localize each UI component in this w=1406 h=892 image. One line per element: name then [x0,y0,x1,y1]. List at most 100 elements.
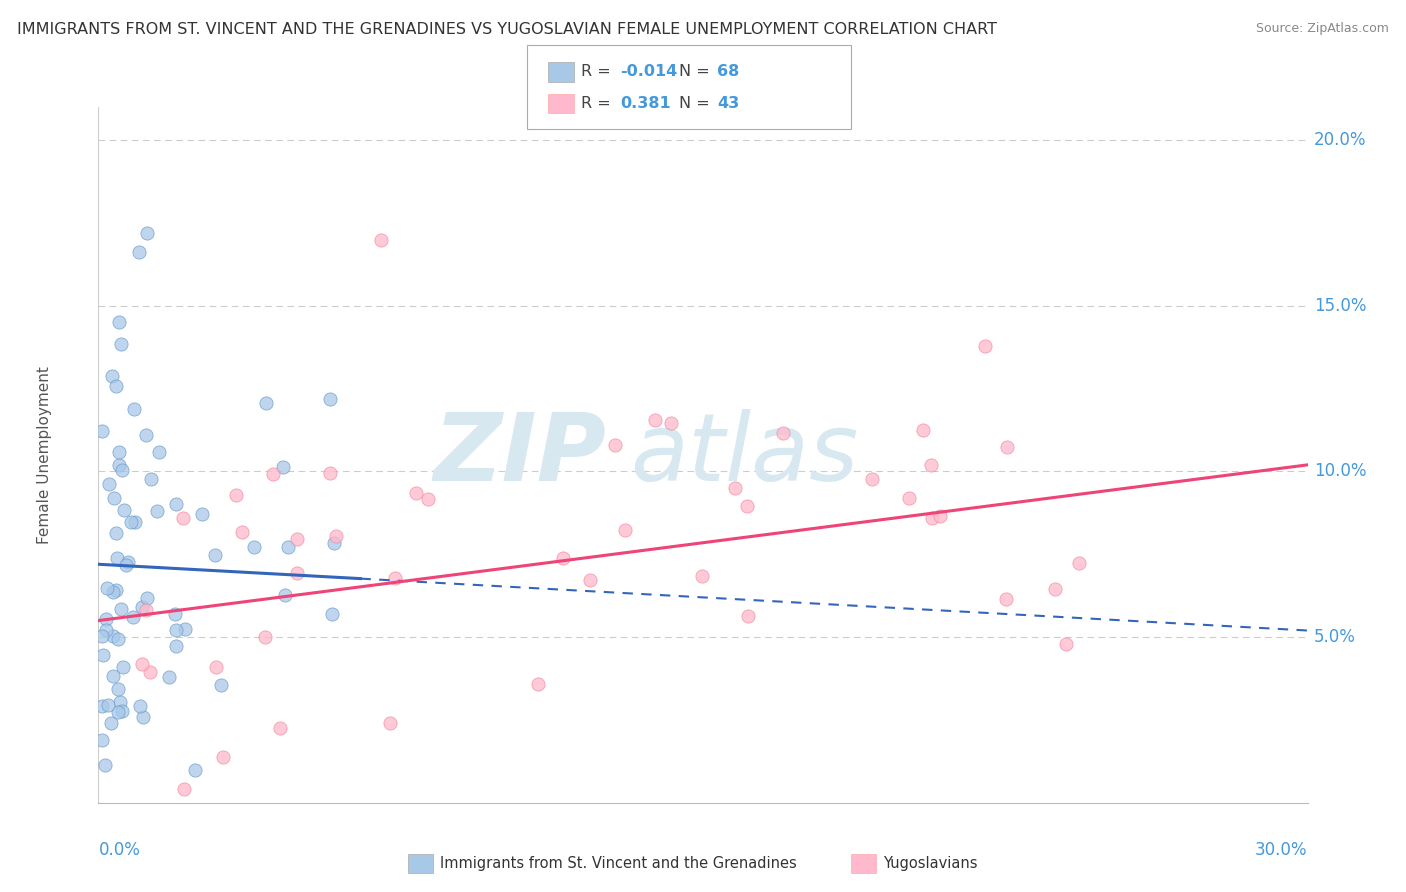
Point [111,463,134,477]
Point [921,510,943,524]
Point [91,698,114,713]
Point [157,670,180,684]
Point [139,472,162,486]
Point [920,458,942,472]
Point [995,440,1018,454]
Point [184,763,207,777]
Point [132,710,155,724]
Text: 15.0%: 15.0% [1313,297,1367,315]
Text: Source: ZipAtlas.com: Source: ZipAtlas.com [1256,22,1389,36]
Point [91,732,114,747]
Point [735,500,758,514]
Point [165,623,187,637]
Point [690,568,713,582]
Point [103,629,125,643]
Point [105,551,128,566]
Text: -0.014: -0.014 [620,64,678,79]
Point [131,657,153,671]
Point [128,699,150,714]
Point [103,491,125,506]
Point [112,660,135,674]
Point [108,458,131,472]
Point [212,750,235,764]
Point [107,445,129,459]
Text: N =: N = [679,64,716,79]
Point [322,535,344,549]
Point [190,507,212,521]
Point [135,603,157,617]
Point [613,524,636,538]
Text: R =: R = [581,96,616,112]
Point [165,497,187,511]
Point [108,695,131,709]
Point [136,591,159,605]
Point [96,581,118,595]
Point [204,548,226,562]
Point [107,705,129,719]
Point [105,526,128,541]
Point [527,677,550,691]
Point [277,540,299,554]
Point [929,508,952,523]
Point [1043,582,1066,596]
Point [100,716,122,731]
Text: Female Unemployment: Female Unemployment [37,366,52,544]
Point [107,681,129,696]
Point [111,704,134,718]
Point [107,632,129,646]
Text: ZIP: ZIP [433,409,606,501]
Point [231,524,253,539]
Point [285,566,308,580]
Point [285,533,308,547]
Point [211,678,233,692]
Point [1054,637,1077,651]
Point [384,571,406,585]
Point [163,607,186,622]
Point [254,396,277,410]
Text: 43: 43 [717,96,740,112]
Point [117,555,139,569]
Point [772,426,794,441]
Point [112,503,135,517]
Point [321,607,343,622]
Point [148,445,170,459]
Point [110,337,132,351]
Point [94,624,117,638]
Point [97,698,120,713]
Point [724,481,747,495]
Point [551,550,574,565]
Point [579,573,602,587]
Text: 10.0%: 10.0% [1313,462,1367,481]
Text: 5.0%: 5.0% [1313,628,1355,646]
Text: atlas: atlas [630,409,859,500]
Text: 20.0%: 20.0% [1313,131,1367,149]
Text: Immigrants from St. Vincent and the Grenadines: Immigrants from St. Vincent and the Gren… [440,856,797,871]
Text: 0.381: 0.381 [620,96,671,112]
Point [205,660,228,674]
Point [146,504,169,518]
Point [262,467,284,482]
Point [995,592,1018,607]
Point [131,600,153,615]
Point [319,466,342,480]
Text: 30.0%: 30.0% [1256,841,1308,859]
Point [974,338,997,352]
Point [98,477,121,491]
Point [243,541,266,555]
Point [110,602,132,616]
Point [659,416,682,430]
Point [253,630,276,644]
Point [737,609,759,624]
Point [173,782,195,797]
Point [124,516,146,530]
Point [96,611,118,625]
Text: IMMIGRANTS FROM ST. VINCENT AND THE GRENADINES VS YUGOSLAVIAN FEMALE UNEMPLOYMEN: IMMIGRANTS FROM ST. VINCENT AND THE GREN… [17,22,997,37]
Point [860,471,883,485]
Point [418,491,440,506]
Point [271,460,294,475]
Point [122,610,145,624]
Point [91,648,114,662]
Point [269,721,291,735]
Point [139,665,162,680]
Point [94,758,117,772]
